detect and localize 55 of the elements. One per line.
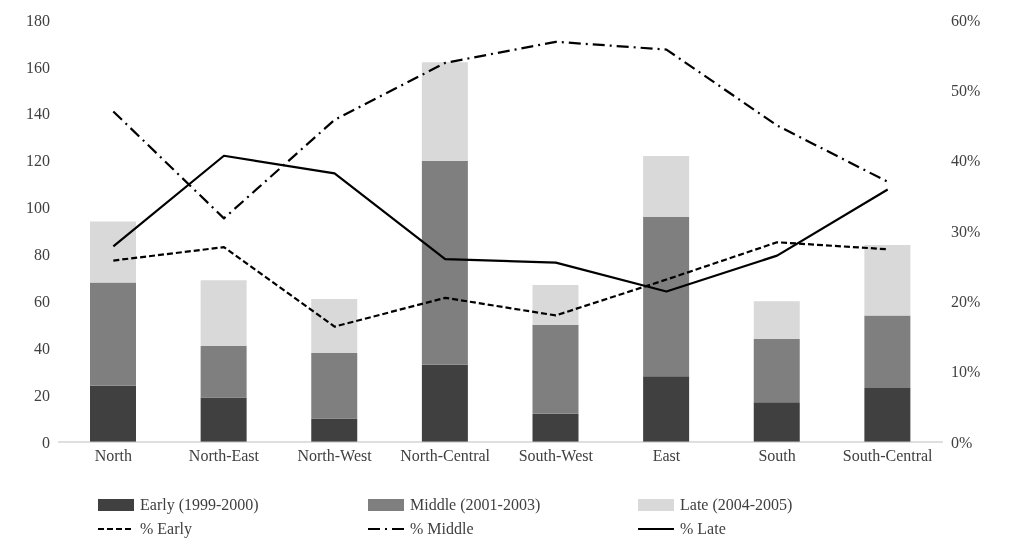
bar [753,301,800,339]
bar [421,62,468,161]
bar [864,245,911,316]
y2-tick-label: 10% [951,363,981,381]
y-tick-label: 100 [26,199,50,217]
legend-label: Late (2004-2005) [680,496,793,514]
bar [90,221,136,283]
x-tick-label: North-East [188,447,260,465]
bar [643,216,690,377]
x-tick-label: South [758,447,796,465]
y2-tick-label: 50% [951,82,981,100]
bar [311,418,358,442]
bar [532,284,579,325]
legend-label: % Early [140,520,192,538]
y2-tick-label: 60% [951,11,981,29]
bar [421,160,468,365]
legend-label: % Late [680,520,726,538]
x-tick-label: East [652,447,681,465]
bar [200,397,247,442]
bar [643,155,690,217]
y2-tick-label: 40% [951,152,981,170]
bar [90,385,136,442]
y-tick-label: 60 [34,293,50,311]
y-tick-label: 0 [42,433,50,451]
legend-label: Middle (2001-2003) [410,496,541,514]
bar [90,282,136,386]
bar [311,352,358,419]
y-tick-label: 140 [26,105,50,123]
y2-tick-label: 30% [951,222,981,240]
y-tick-label: 180 [26,11,50,29]
bar [200,345,247,398]
y2-tick-label: 20% [951,293,981,311]
y-tick-label: 40 [34,339,50,357]
bar [753,402,800,442]
x-tick-label: North [94,447,132,465]
y-tick-label: 160 [26,58,50,76]
y2-tick-label: 0% [951,433,973,451]
y-tick-label: 80 [34,246,50,264]
bar [643,376,690,442]
bar [421,364,468,442]
legend-label: % Middle [410,520,474,538]
bar [200,280,247,346]
x-tick-label: North-West [297,447,373,465]
bar [311,298,358,353]
bar [532,413,579,442]
y-tick-label: 20 [34,386,50,404]
x-tick-label: South-West [518,447,594,465]
x-tick-label: North-Central [400,447,491,465]
legend-label: Early (1999-2000) [140,496,259,514]
bar [532,324,579,414]
bar [864,315,911,389]
y-tick-label: 120 [26,152,50,170]
bar [753,338,800,403]
x-tick-label: South-Central [842,447,934,465]
bar [864,388,911,442]
